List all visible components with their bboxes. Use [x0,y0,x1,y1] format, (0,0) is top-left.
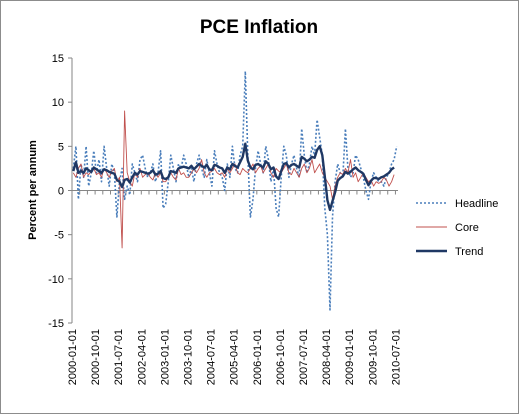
y-tick-label: 10 [52,97,64,109]
x-tick-label: 2001-07-01 [113,329,125,385]
x-tick-label: 2005-04-01 [229,329,241,385]
x-tick-label: 2009-01-01 [344,329,356,385]
legend: Headline Core Trend [416,198,498,258]
x-tick-label: 2006-10-01 [275,329,287,385]
series-line-headline [72,70,398,311]
series-line-trend [72,142,395,212]
y-tick-label: 5 [58,141,64,153]
x-tick-label: 2003-01-01 [159,329,171,385]
x-tick-label: 2003-10-01 [183,329,195,385]
chart-title: PCE Inflation [200,17,318,38]
x-tick-label: 2007-07-01 [298,329,310,385]
y-tick-label: 15 [52,53,64,65]
x-tick-label: 2006-01-01 [252,329,264,385]
x-tick-label: 2009-10-01 [367,329,379,385]
x-tick-label: 2008-04-01 [321,329,333,385]
x-tick-label: 2000-01-01 [67,329,79,385]
y-tick-label: 0 [58,186,64,198]
legend-label-trend: Trend [455,246,483,258]
y-tick-label: -15 [48,318,64,330]
y-tick-label: -5 [54,230,64,242]
legend-label-headline: Headline [455,198,498,210]
y-tick-label: -10 [48,274,64,286]
y-axis-label: Percent per annum [27,140,39,240]
series-lines [72,70,398,311]
x-tick-label: 2010-07-01 [390,329,402,385]
legend-label-core: Core [455,222,479,234]
x-tick-label: 2000-10-01 [90,329,102,385]
x-tick-label: 2004-07-01 [206,329,218,385]
x-tick-label: 2002-04-01 [136,329,148,385]
